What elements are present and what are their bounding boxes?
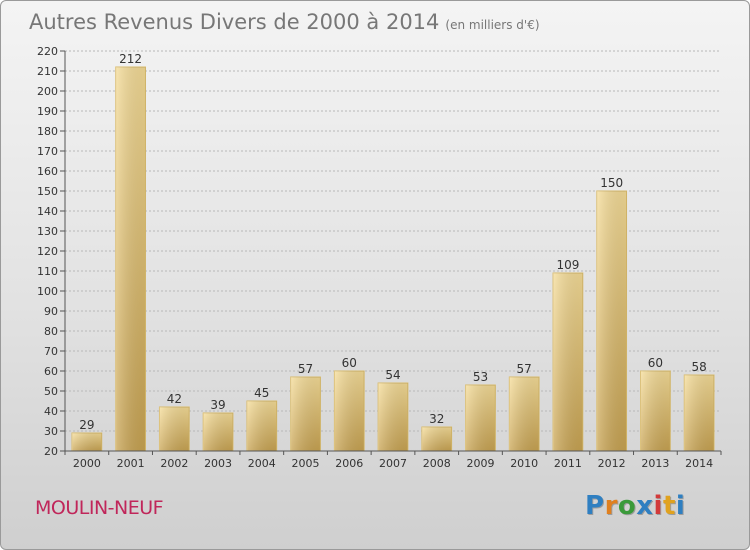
logo-letter: i (675, 491, 686, 521)
bar-shade (246, 401, 277, 451)
y-tick-label: 80 (44, 325, 58, 338)
y-tick-label: 220 (37, 45, 58, 58)
bar-shade (509, 377, 540, 451)
y-tick-label: 100 (37, 285, 58, 298)
y-tick-label: 60 (44, 365, 58, 378)
bar-shade (640, 371, 671, 451)
logo-letter: r (604, 491, 618, 521)
bar-shade (159, 407, 190, 451)
x-tick-label: 2001 (117, 457, 145, 470)
y-tick-label: 90 (44, 305, 58, 318)
chart-title: Autres Revenus Divers de 2000 à 2014 (en … (29, 10, 540, 34)
chart-subtitle: (en milliers d'€) (445, 18, 540, 32)
data-label: 53 (473, 370, 488, 384)
y-tick-label: 130 (37, 225, 58, 238)
x-tick-label: 2011 (554, 457, 582, 470)
data-label: 150 (600, 176, 623, 190)
logo-letter: t (662, 491, 676, 521)
y-tick-label: 40 (44, 405, 58, 418)
logo-letter: x (636, 491, 654, 521)
data-label: 58 (691, 360, 706, 374)
y-tick-label: 140 (37, 205, 58, 218)
place-name: MOULIN-NEUF (35, 497, 164, 519)
y-tick-label: 70 (44, 345, 58, 358)
x-tick-label: 2005 (292, 457, 320, 470)
x-tick-label: 2010 (510, 457, 538, 470)
bar-shade (378, 383, 408, 451)
x-tick-label: 2008 (423, 457, 451, 470)
x-axis: 2000 2001 2002 2003 2004 2005 2006 2007 2008 2009… (64, 450, 722, 470)
y-tick-label: 30 (44, 425, 58, 438)
y-tick-label: 180 (37, 125, 58, 138)
data-label: 57 (517, 362, 532, 376)
y-tick-label: 160 (37, 165, 58, 178)
y-tick-label: 210 (37, 65, 58, 78)
y-axis: 20 30 40 50 60 70 80 90 100 110 120 130 140 150 160 170… (37, 45, 66, 458)
data-label: 60 (342, 356, 357, 370)
data-label: 109 (556, 258, 579, 272)
x-tick-label: 2014 (685, 457, 713, 470)
data-label: 212 (119, 52, 142, 66)
logo-letter: P (585, 491, 605, 521)
bar-shade (465, 385, 496, 451)
y-tick-label: 190 (37, 105, 58, 118)
x-tick-label: 2000 (73, 457, 101, 470)
x-tick-label: 2012 (598, 457, 626, 470)
bar-shade (115, 67, 146, 451)
title-text: Autres Revenus Divers de 2000 à 2014 (29, 10, 440, 34)
bar-shade (421, 427, 452, 451)
y-tick-label: 170 (37, 145, 58, 158)
data-label: 57 (298, 362, 313, 376)
y-tick-label: 120 (37, 245, 58, 258)
data-label: 39 (210, 398, 225, 412)
x-tick-label: 2013 (641, 457, 669, 470)
data-label: 45 (254, 386, 269, 400)
x-tick-label: 2003 (204, 457, 232, 470)
logo-letter: i (653, 491, 663, 521)
proxiti-logo: Proxiti (585, 491, 685, 521)
y-tick-label: 150 (37, 185, 58, 198)
data-label: 60 (648, 356, 663, 370)
x-tick-label: 2006 (335, 457, 363, 470)
y-tick-label: 20 (44, 445, 58, 458)
data-label: 54 (385, 368, 400, 382)
bar-shade (596, 191, 627, 451)
bar-shade (684, 375, 715, 451)
y-tick-label: 50 (44, 385, 58, 398)
bar-shade (290, 377, 321, 451)
x-tick-label: 2004 (248, 457, 276, 470)
x-tick-label: 2009 (466, 457, 494, 470)
bar-shade (203, 413, 233, 451)
bar-shade (334, 371, 365, 451)
bar-shade (553, 273, 583, 451)
bars: 29 212 42 39 45 57 60 54 32 53 57 109 150 60 58 (71, 52, 715, 452)
data-label: 42 (167, 392, 182, 406)
logo-letter: o (617, 491, 637, 521)
data-label: 29 (79, 418, 94, 432)
x-tick-label: 2002 (160, 457, 188, 470)
y-tick-label: 110 (37, 265, 58, 278)
x-tick-label: 2007 (379, 457, 407, 470)
y-tick-label: 200 (37, 85, 58, 98)
data-label: 32 (429, 412, 444, 426)
bar-shade (71, 433, 102, 451)
